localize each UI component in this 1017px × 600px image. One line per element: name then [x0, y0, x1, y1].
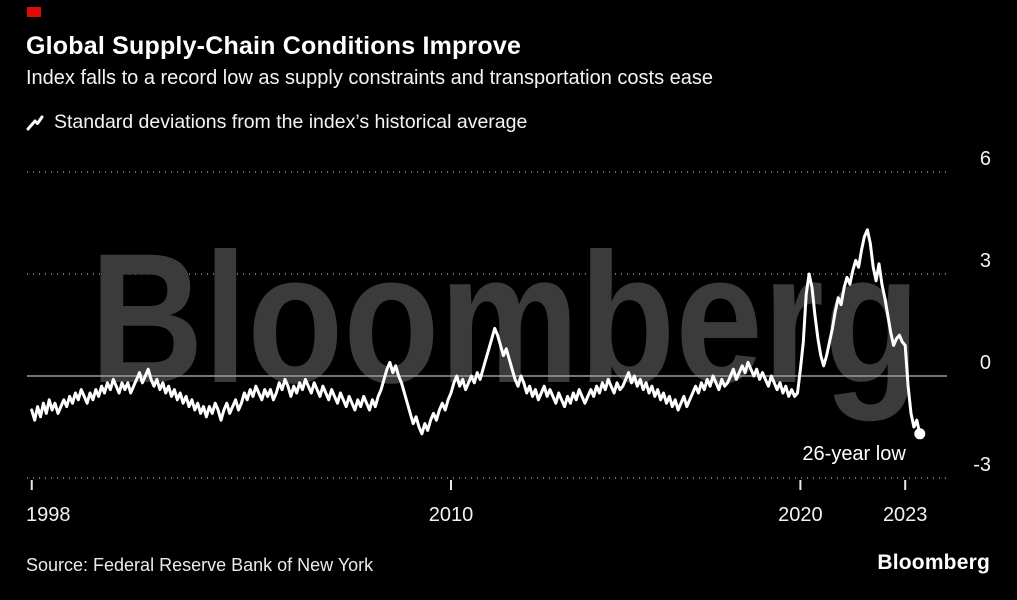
page-title: Global Supply-Chain Conditions Improve: [26, 32, 522, 60]
page-subtitle: Index falls to a record low as supply co…: [26, 67, 714, 89]
annotation-26-year-low: 26-year low: [802, 443, 906, 465]
index-series-line: [30, 228, 922, 436]
line-sample-icon: [26, 115, 44, 130]
x-axis-label: 2010: [429, 504, 474, 526]
x-axis-label: 1998: [26, 504, 71, 526]
bloomberg-watermark: Bloomberg: [90, 216, 920, 422]
bloomberg-logo: Bloomberg: [877, 551, 990, 574]
source-note: Source: Federal Reserve Bank of New York: [26, 555, 374, 575]
y-axis-label: 6: [980, 148, 991, 170]
latest-value-marker: [914, 428, 926, 440]
legend-label: Standard deviations from the index’s his…: [54, 111, 528, 133]
x-axis-labels: 1998 2010 2020 2023: [26, 504, 927, 526]
y-axis-labels: 6 3 0 -3: [973, 148, 991, 476]
y-axis-label: 3: [980, 250, 991, 272]
x-axis-label: 2020: [778, 504, 823, 526]
legend: Standard deviations from the index’s his…: [26, 111, 527, 134]
red-accent-mark: [27, 7, 41, 17]
x-axis-ticks: [30, 480, 907, 490]
y-axis-label: -3: [973, 454, 991, 476]
x-axis-label: 2023: [883, 504, 928, 526]
y-axis-label: 0: [980, 352, 991, 374]
